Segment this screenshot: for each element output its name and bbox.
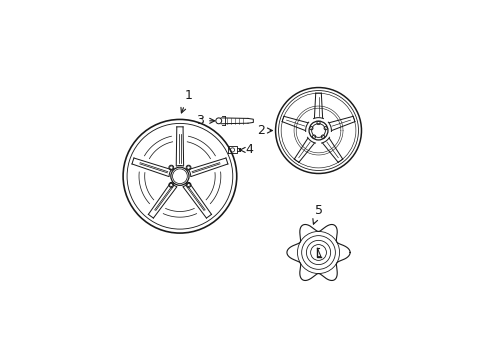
Text: 2: 2 (256, 124, 272, 137)
Text: 4: 4 (239, 143, 253, 157)
Text: 1: 1 (181, 89, 192, 113)
Text: 5: 5 (312, 204, 322, 224)
Text: 3: 3 (196, 114, 214, 127)
